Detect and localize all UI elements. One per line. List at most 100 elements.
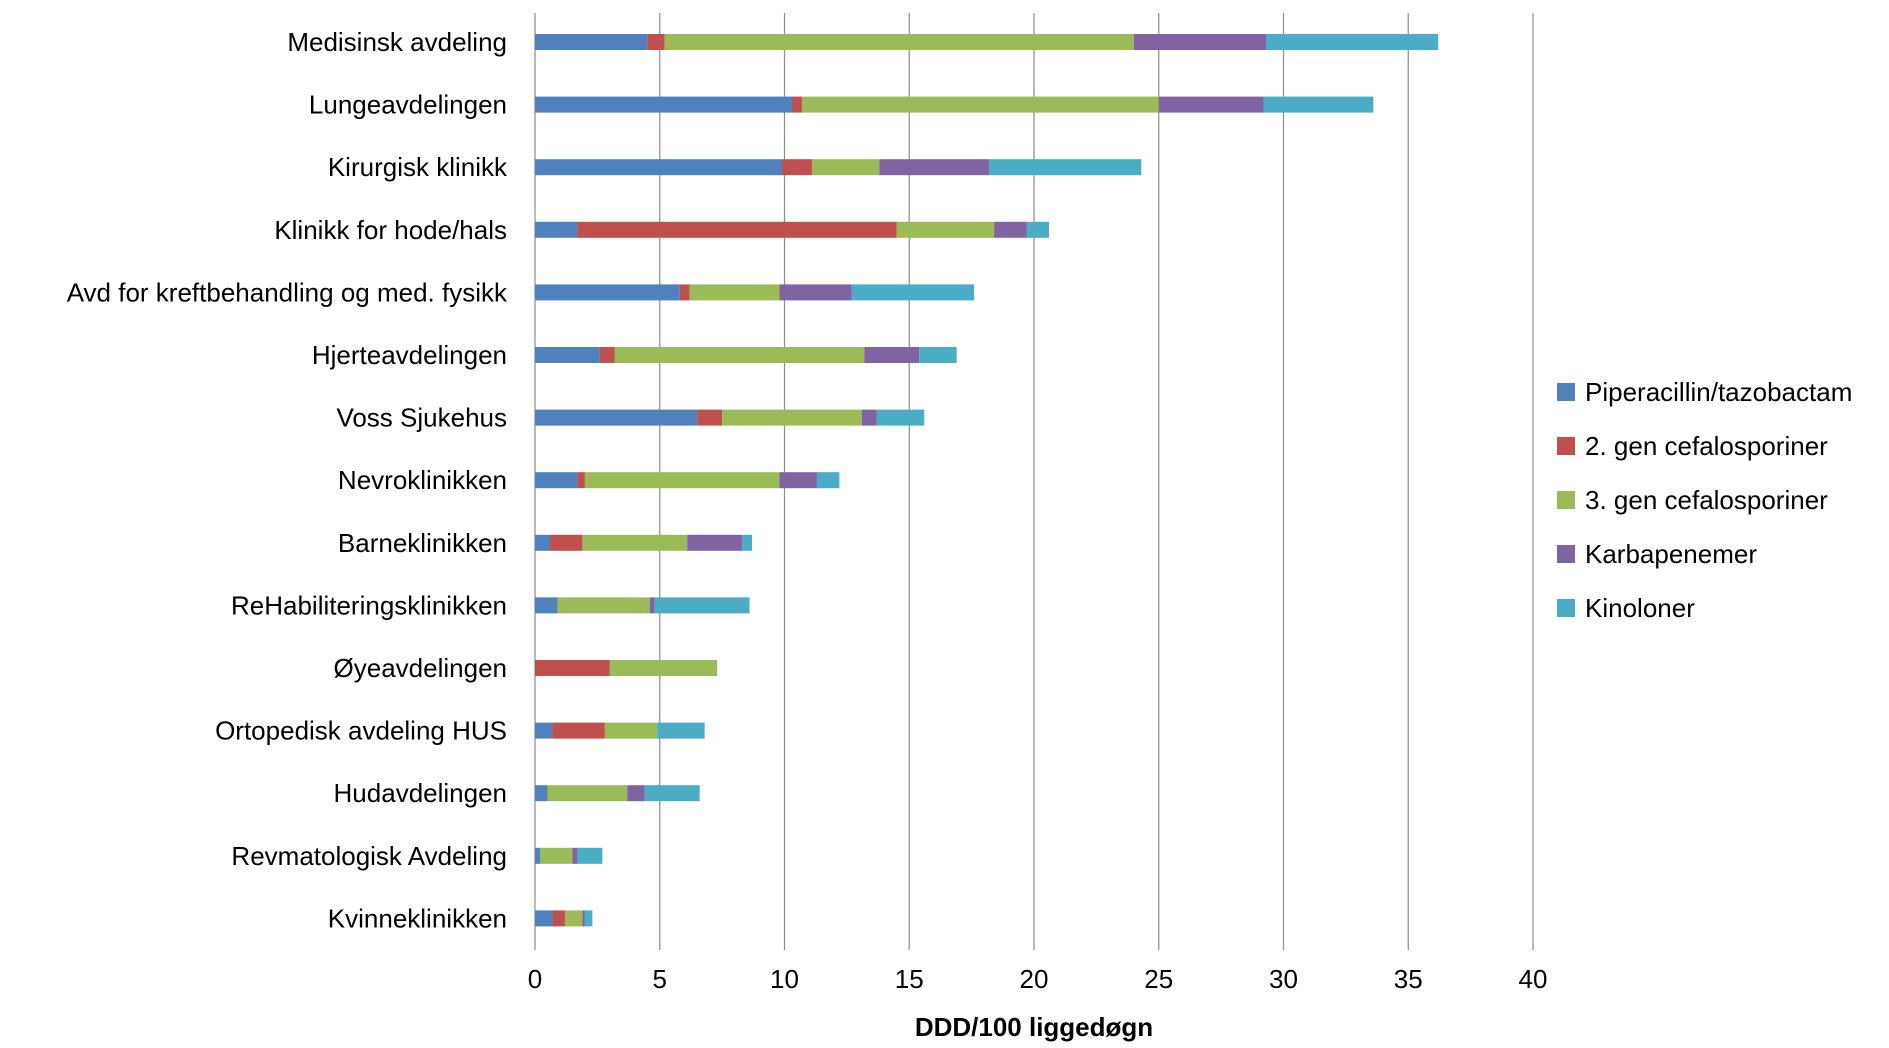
bar-segment [782, 159, 812, 176]
bar-segment [657, 722, 705, 739]
legend-label: 2. gen cefalosporiner [1585, 431, 1828, 461]
bar-segment [644, 785, 700, 802]
legend-label: Karbapenemer [1585, 539, 1757, 569]
bar-segment [572, 847, 578, 864]
category-label: Voss Sjukehus [336, 403, 507, 433]
bar-segment [801, 96, 1159, 113]
x-tick-label-30: 30 [1269, 964, 1298, 994]
bar-segment [816, 472, 840, 489]
bar-segment [599, 347, 615, 363]
bar-segment [1266, 34, 1439, 50]
bar-segment [535, 472, 578, 489]
bar-segment [1263, 96, 1374, 113]
bar-segment [654, 597, 750, 614]
bar-segment [584, 472, 780, 489]
legend-label: 3. gen cefalosporiner [1585, 485, 1828, 515]
bar-segment [584, 910, 593, 927]
x-tick-label-15: 15 [895, 964, 924, 994]
x-tick-label-10: 10 [770, 964, 799, 994]
bar-segment [535, 159, 783, 176]
legend: Piperacillin/tazobactam 2. gen cefalospor… [1557, 377, 1852, 623]
bar-segment [535, 347, 600, 363]
bar-segment [994, 221, 1027, 238]
bar-segment [649, 597, 655, 614]
legend-label: Kinoloner [1585, 593, 1695, 623]
bar-segment [535, 409, 698, 426]
bar-segment [609, 660, 718, 676]
bar-segment [919, 347, 957, 363]
bar-segment [582, 910, 585, 927]
category-label: Barneklinikken [338, 528, 507, 558]
bar-segment [535, 96, 792, 113]
bar-segment [535, 722, 553, 739]
bar-segment [864, 347, 920, 363]
x-tick-label-20: 20 [1020, 964, 1049, 994]
bar-segment [647, 34, 665, 50]
bar-segment [791, 96, 802, 113]
bar-segment [549, 534, 583, 551]
category-label: Nevroklinikken [338, 465, 507, 495]
bar-segment [1026, 221, 1049, 238]
bar-segment [742, 534, 753, 551]
bar-segment [552, 910, 565, 927]
bar-segment [879, 159, 990, 176]
legend-swatch [1557, 437, 1575, 455]
bar-segment [1133, 34, 1267, 50]
bar-segment [779, 284, 852, 301]
category-label: Hudavdelingen [334, 778, 507, 808]
bar-segment [577, 221, 897, 238]
bar-segment [552, 722, 605, 739]
category-label: Hjerteavdelingen [312, 340, 507, 370]
x-tick-labels: 0 5 10 15 20 25 30 35 40 [528, 964, 1548, 994]
bars [535, 34, 1439, 927]
category-label: Lungeavdelingen [309, 90, 507, 120]
bar-segment [547, 785, 628, 802]
bar-segment [679, 284, 690, 301]
bar-segment [664, 34, 1134, 50]
bar-segment [722, 409, 862, 426]
legend-swatch [1557, 383, 1575, 401]
bar-segment [535, 847, 540, 864]
category-label: Avd for kreftbehandling og med. fysikk [67, 277, 508, 307]
bar-segment [614, 347, 865, 363]
x-tick-label-25: 25 [1144, 964, 1173, 994]
bar-segment [896, 221, 995, 238]
bar-segment [539, 847, 573, 864]
bar-segment [535, 660, 610, 676]
x-tick-label-0: 0 [528, 964, 542, 994]
bar-segment [689, 284, 780, 301]
bar-segment [779, 472, 817, 489]
bar-segment [697, 409, 723, 426]
bar-segment [535, 221, 578, 238]
x-axis-title: DDD/100 liggedøgn [915, 1012, 1153, 1042]
bar-segment [557, 597, 650, 614]
bar-segment [604, 722, 658, 739]
bar-segment [582, 534, 688, 551]
category-label: ReHabiliteringsklinikken [231, 590, 507, 620]
bar-segment [989, 159, 1142, 176]
bar-segment [577, 847, 603, 864]
category-label: Klinikk for hode/hals [274, 215, 507, 245]
bar-segment [535, 910, 553, 927]
x-tick-label-5: 5 [653, 964, 667, 994]
legend-label: Piperacillin/tazobactam [1585, 377, 1852, 407]
legend-swatch [1557, 545, 1575, 563]
bar-segment [811, 159, 880, 176]
x-tick-label-35: 35 [1394, 964, 1423, 994]
category-labels: Medisinsk avdeling Lungeavdelingen Kirurgi… [67, 27, 508, 933]
bar-segment [535, 785, 548, 802]
legend-swatch [1557, 599, 1575, 617]
legend-swatch [1557, 491, 1575, 509]
bar-segment [535, 534, 550, 551]
bar-segment [535, 597, 558, 614]
bar-segment [876, 409, 925, 426]
category-label: Kirurgisk klinikk [328, 152, 508, 182]
bar-segment [564, 910, 583, 927]
bar-segment [577, 472, 585, 489]
category-label: Kvinneklinikken [328, 903, 507, 933]
bar-segment [851, 284, 975, 301]
bar-segment [535, 34, 648, 50]
bar-segment [627, 785, 645, 802]
category-label: Øyeavdelingen [334, 653, 507, 683]
